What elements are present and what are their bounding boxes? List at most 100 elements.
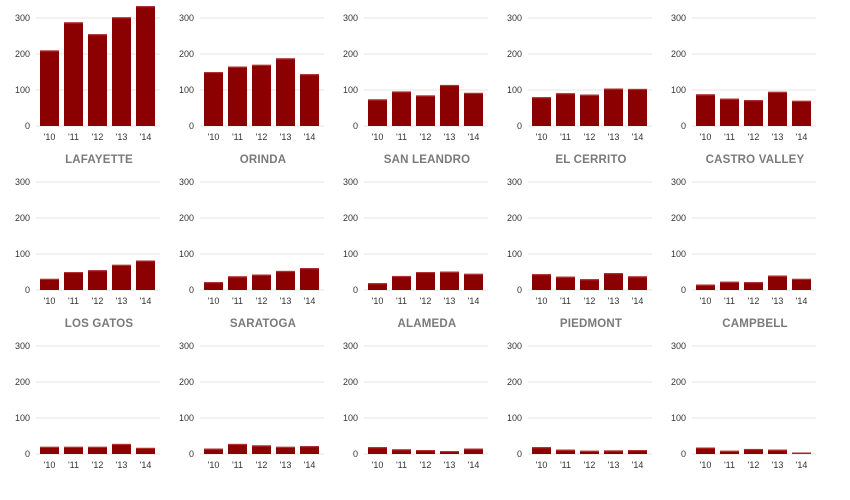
x-tick-label: '11: [724, 460, 735, 470]
bar: [88, 446, 107, 454]
bar-cap: [720, 450, 739, 452]
small-multiple-chart: 0 100 200 300 '10 '11 '12 '13 '14 CASTRO VALLEY: [671, 13, 816, 166]
y-tick-label: 100: [179, 249, 194, 259]
bar-cap: [440, 271, 459, 273]
y-tick-label: 300: [15, 341, 30, 351]
bar: [744, 282, 763, 290]
y-tick-label: 0: [25, 121, 30, 131]
small-multiple-chart: 0 100 200 300 '10 '11 '12 '13 '14: [15, 341, 160, 470]
x-tick-label: '14: [468, 132, 480, 142]
y-tick-label: 300: [15, 177, 30, 187]
bar-cap: [40, 446, 59, 448]
bar: [532, 447, 551, 454]
bar-cap: [792, 452, 811, 454]
bar-cap: [368, 99, 387, 101]
y-tick-label: 100: [507, 85, 522, 95]
x-tick-label: '11: [68, 296, 79, 306]
bar: [792, 278, 811, 290]
y-tick-label: 200: [343, 213, 358, 223]
bar-cap: [532, 274, 551, 276]
bar: [252, 274, 271, 290]
y-tick-label: 0: [681, 121, 686, 131]
x-tick-label: '10: [536, 460, 548, 470]
small-multiple-chart: 0 100 200 300 '10 '11 '12 '13 '14 CAMPBELL: [671, 177, 816, 330]
x-tick-label: '11: [724, 132, 735, 142]
x-tick-label: '11: [396, 460, 407, 470]
bar: [440, 451, 459, 454]
y-tick-label: 200: [671, 49, 686, 59]
bar-cap: [440, 84, 459, 87]
bar: [720, 281, 739, 290]
small-multiple-chart: 0 100 200 300 '10 '11 '12 '13 '14 PIEDMONT: [507, 177, 652, 330]
bar: [696, 94, 715, 126]
bar-cap: [300, 268, 319, 270]
bar: [276, 446, 295, 454]
x-tick-label: '13: [772, 132, 784, 142]
bar-cap: [532, 447, 551, 449]
y-tick-label: 0: [25, 285, 30, 295]
bar: [628, 88, 647, 126]
bar: [368, 447, 387, 454]
bar: [768, 91, 787, 126]
x-tick-label: '11: [396, 132, 407, 142]
bar: [228, 66, 247, 126]
bar: [252, 64, 271, 126]
y-tick-label: 0: [681, 449, 686, 459]
x-tick-label: '12: [256, 132, 268, 142]
city-title: LAFAYETTE: [65, 154, 133, 166]
bar-cap: [136, 6, 155, 8]
x-tick-label: '10: [208, 296, 220, 306]
bar: [136, 447, 155, 454]
x-tick-label: '14: [632, 460, 644, 470]
bar-cap: [392, 91, 411, 93]
city-title: ORINDA: [240, 154, 287, 166]
bar-cap: [252, 445, 271, 447]
bar-cap: [604, 273, 623, 275]
y-tick-label: 0: [189, 285, 194, 295]
x-tick-label: '14: [140, 460, 152, 470]
bar-cap: [744, 448, 763, 451]
bar: [768, 449, 787, 454]
x-tick-label: '13: [116, 296, 128, 306]
small-multiple-chart: 0 100 200 300 '10 '11 '12 '13 '14 LAFAYETTE: [15, 6, 160, 166]
x-tick-label: '13: [280, 296, 292, 306]
bar-cap: [580, 279, 599, 281]
x-tick-label: '10: [44, 296, 56, 306]
x-tick-label: '12: [92, 460, 104, 470]
x-tick-label: '13: [608, 132, 620, 142]
bar: [604, 88, 623, 126]
y-tick-label: 0: [353, 449, 358, 459]
bar-cap: [64, 446, 83, 448]
y-tick-label: 200: [343, 49, 358, 59]
bar-cap: [580, 450, 599, 452]
x-tick-label: '14: [140, 132, 152, 142]
y-tick-label: 0: [517, 449, 522, 459]
bar: [792, 100, 811, 126]
bar: [392, 275, 411, 290]
bar-cap: [440, 451, 459, 453]
bar: [604, 273, 623, 290]
city-title: LOS GATOS: [65, 318, 134, 330]
bar: [276, 270, 295, 290]
bar: [112, 264, 131, 290]
bar-cap: [88, 446, 107, 448]
bar: [88, 270, 107, 290]
x-tick-label: '11: [68, 460, 79, 470]
bar-cap: [228, 443, 247, 446]
x-tick-label: '14: [632, 296, 644, 306]
x-tick-label: '14: [796, 132, 808, 142]
bar-cap: [40, 50, 59, 52]
x-tick-label: '14: [304, 132, 316, 142]
x-tick-label: '13: [116, 460, 128, 470]
bar-cap: [300, 74, 319, 76]
bar-cap: [464, 92, 483, 95]
bar: [532, 274, 551, 290]
bar-cap: [768, 275, 787, 277]
bar-cap: [792, 278, 811, 281]
bar-cap: [696, 284, 715, 286]
bar-cap: [392, 449, 411, 451]
bar-cap: [464, 448, 483, 450]
y-tick-label: 100: [15, 413, 30, 423]
y-tick-label: 300: [179, 177, 194, 187]
x-tick-label: '11: [724, 296, 735, 306]
